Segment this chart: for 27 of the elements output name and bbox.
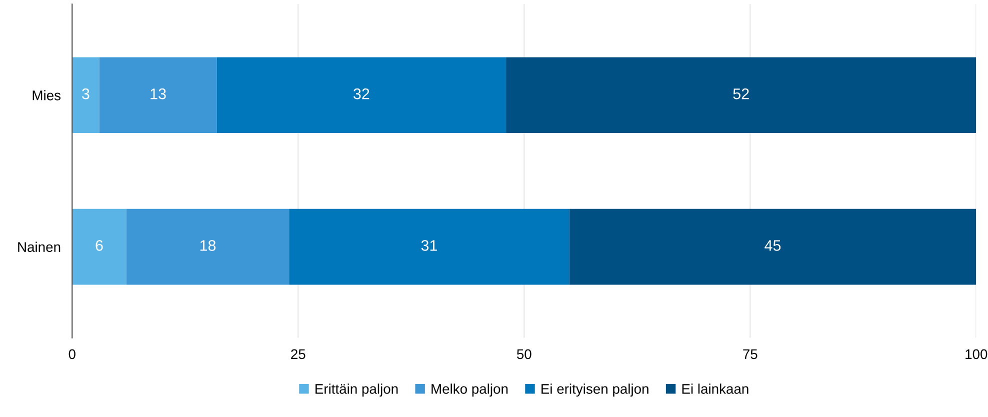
y-tick-label: Nainen [18,242,60,252]
x-tick-label: 25 [291,349,306,360]
legend-label: Ei erityisen paljon [542,384,648,397]
bar [506,57,976,134]
bar [99,57,217,134]
bar [569,208,976,285]
x-tick-label: 100 [966,349,988,360]
legend-label: Erittäin paljon [316,384,398,397]
legend-label: Ei lainkaan [682,384,748,394]
bar [289,208,570,285]
bar [126,208,290,285]
data-label: 32 [353,88,370,100]
bar [72,208,126,285]
x-tick-label: 0 [68,349,76,360]
y-tick-label: Mies [32,90,61,100]
data-label: 6 [96,240,103,251]
data-label: 52 [733,88,749,100]
bar [72,57,100,134]
x-tick-label: 50 [516,349,532,360]
bar [216,57,506,134]
data-label: 3 [82,88,90,100]
data-label: 45 [764,240,781,251]
data-label: 18 [200,240,216,251]
data-label: 13 [150,88,166,100]
data-label: 31 [421,240,437,251]
legend-label: Melko paljon [432,384,508,397]
x-tick-label: 75 [743,349,758,360]
